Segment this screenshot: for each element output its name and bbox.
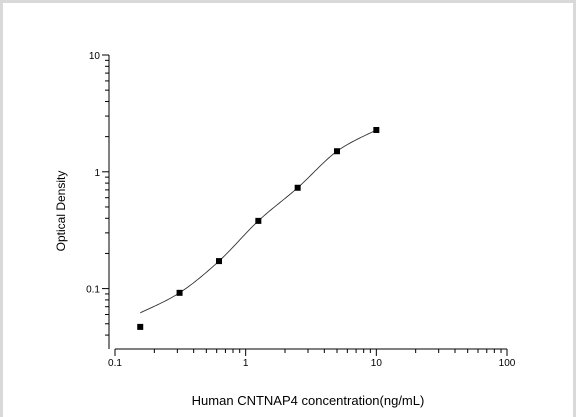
data-point — [255, 217, 262, 224]
axes: 0.1 1 10 100 0.1 1 10 — [86, 51, 516, 369]
data-point — [373, 126, 380, 133]
data-point — [215, 258, 222, 265]
data-points — [137, 126, 380, 330]
y-axis-label: Optical Density — [54, 171, 68, 252]
y-tick-label: 1 — [94, 168, 100, 179]
x-tick-label: 100 — [499, 358, 516, 369]
x-axis-label: Human CNTNAP4 concentration(ng/mL) — [192, 393, 425, 408]
data-point — [294, 184, 301, 191]
data-point — [333, 148, 340, 155]
data-point — [137, 323, 144, 330]
x-tick-label: 10 — [371, 358, 383, 369]
y-tick-label: 10 — [89, 51, 101, 62]
x-tick-label: 0.1 — [108, 358, 122, 369]
data-point — [176, 289, 183, 296]
y-tick-label: 0.1 — [86, 285, 100, 296]
x-tick-label: 1 — [243, 358, 249, 369]
